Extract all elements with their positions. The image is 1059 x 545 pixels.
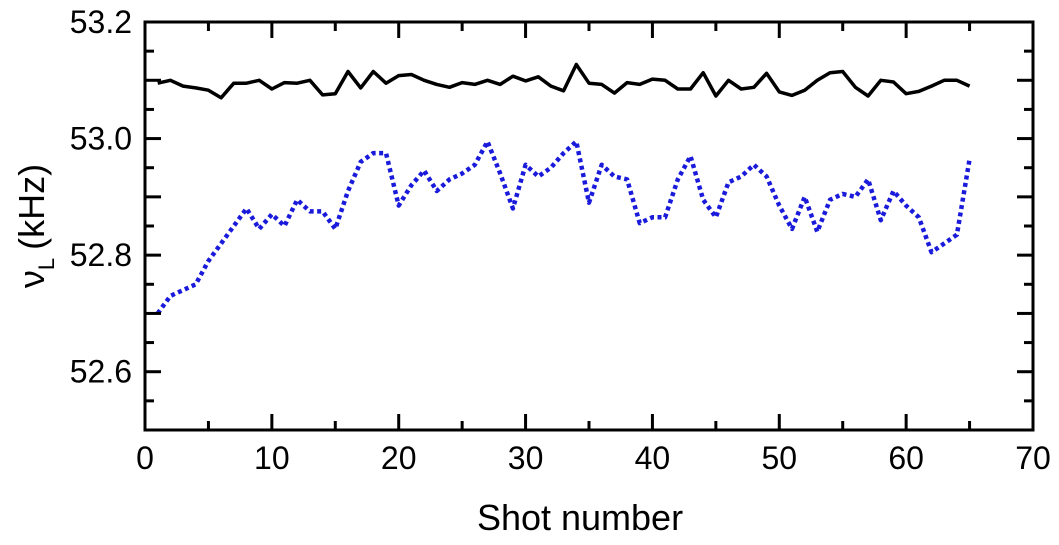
x-tick-label: 50 bbox=[761, 440, 797, 476]
x-axis-title: Shot number bbox=[477, 497, 683, 538]
series-line-1 bbox=[157, 62, 971, 100]
x-tick-label: 10 bbox=[254, 440, 290, 476]
y-axis-title: νL (kHz) bbox=[11, 164, 59, 288]
labels-layer: 0 10 20 30 40 50 60 70 52.6 52.8 53.0 53.2 bbox=[70, 4, 1051, 476]
ticks-layer bbox=[143, 20, 1035, 432]
y-tick-label: 53.0 bbox=[70, 121, 132, 157]
x-tick-label: 20 bbox=[381, 440, 417, 476]
x-tick-label: 40 bbox=[635, 440, 671, 476]
x-tick-label: 60 bbox=[888, 440, 924, 476]
series-layer bbox=[155, 62, 972, 315]
y-tick-label: 53.2 bbox=[70, 4, 132, 40]
x-tick-label: 30 bbox=[508, 440, 544, 476]
y-axis-subscript: L bbox=[34, 258, 59, 270]
y-axis-symbol: ν bbox=[11, 270, 52, 288]
series-line-2 bbox=[155, 139, 972, 315]
y-axis-unit: (kHz) bbox=[11, 164, 52, 250]
x-tick-label: 70 bbox=[1015, 440, 1051, 476]
y-tick-label: 52.8 bbox=[70, 237, 132, 273]
x-tick-label: 0 bbox=[136, 440, 154, 476]
y-tick-label: 52.6 bbox=[70, 354, 132, 390]
